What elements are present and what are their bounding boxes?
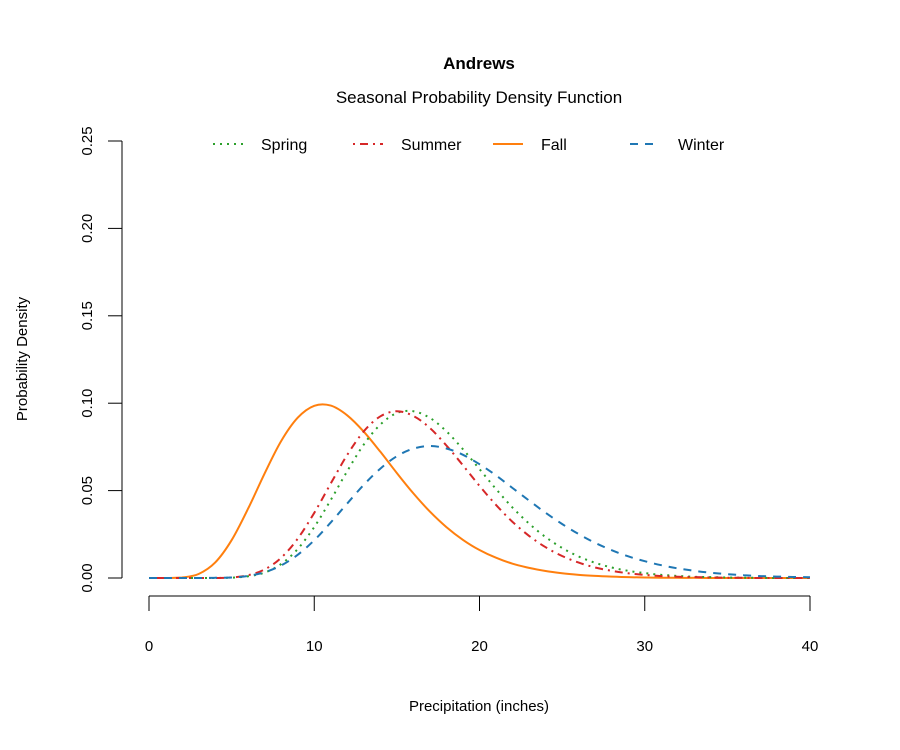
series-line-summer bbox=[149, 410, 810, 579]
y-tick-label: 0.05 bbox=[79, 476, 96, 505]
series-line-fall bbox=[149, 403, 810, 579]
x-tick-label: 10 bbox=[306, 638, 323, 655]
y-tick-label: 0.15 bbox=[79, 301, 96, 330]
y-tick-label: 0.10 bbox=[79, 389, 96, 418]
y-axis-label: Probability Density bbox=[14, 296, 31, 421]
x-tick-label: 20 bbox=[471, 638, 488, 655]
legend-label-fall: Fall bbox=[541, 137, 567, 154]
legend: Spring Summer Fall Winter bbox=[213, 137, 725, 154]
y-axis: 0.00 0.05 0.10 0.15 0.20 0.25 bbox=[79, 126, 123, 593]
y-tick-label: 0.25 bbox=[79, 126, 96, 155]
x-tick-label: 30 bbox=[636, 638, 653, 655]
x-axis-label: Precipitation (inches) bbox=[409, 698, 549, 715]
x-axis: 0 10 20 30 40 bbox=[145, 595, 819, 655]
chart-subtitle: Seasonal Probability Density Function bbox=[336, 88, 622, 107]
legend-label-summer: Summer bbox=[401, 137, 462, 154]
series-line-winter bbox=[149, 444, 811, 579]
legend-label-spring: Spring bbox=[261, 137, 307, 154]
x-tick-label: 40 bbox=[802, 638, 819, 655]
x-tick-label: 0 bbox=[145, 638, 153, 655]
series-line-spring bbox=[149, 409, 810, 579]
series-lines bbox=[149, 403, 811, 579]
y-tick-label: 0.20 bbox=[79, 214, 96, 243]
chart-title: Andrews bbox=[443, 54, 515, 73]
y-tick-label: 0.00 bbox=[79, 563, 96, 592]
legend-label-winter: Winter bbox=[678, 137, 725, 154]
